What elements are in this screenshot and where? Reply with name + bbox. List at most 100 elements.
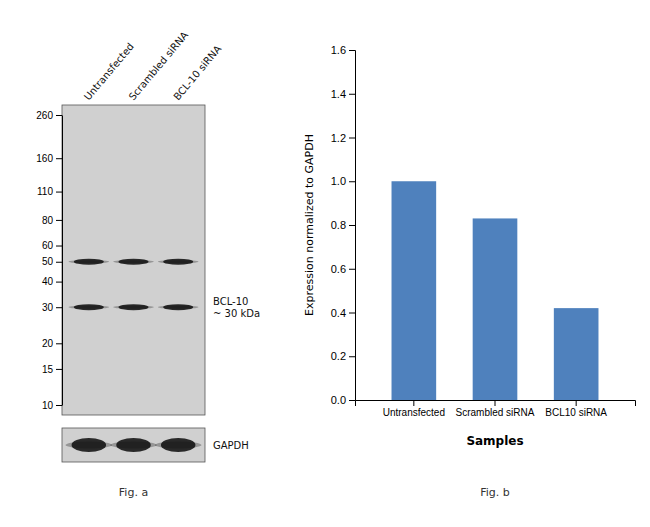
tick-label: 30 xyxy=(42,302,54,313)
annotation: GAPDH xyxy=(213,440,249,451)
tick-mark xyxy=(56,220,62,221)
tick-label: 110 xyxy=(37,186,53,197)
tick: 1.6 xyxy=(331,44,355,56)
tick-mark xyxy=(349,94,355,95)
column-label: BCL-10 siRNA xyxy=(171,43,223,102)
tick-mark xyxy=(495,400,496,406)
bars xyxy=(392,181,599,400)
tick: 0.4 xyxy=(331,307,355,319)
tick-label: BCL10 siRNA xyxy=(545,407,607,418)
tick-mark xyxy=(56,282,62,283)
text-line: BCL-10 xyxy=(213,296,248,307)
tick: 20 xyxy=(42,338,62,349)
tick-mark xyxy=(349,181,355,182)
figure: 260 160 110 80 60 50 40 30 20 15 10 Untransfected Sc… xyxy=(0,0,650,527)
bar xyxy=(392,181,437,400)
tick: Scrambled siRNA xyxy=(456,400,535,418)
band xyxy=(158,304,199,310)
tick: 1.0 xyxy=(331,175,355,187)
annotation: BCL-10~ 30 kDa xyxy=(213,296,260,319)
tick-mark xyxy=(56,115,62,116)
y-axis: 0.00.20.40.60.81.01.21.41.6 xyxy=(331,44,356,406)
band-core xyxy=(74,304,104,310)
bands xyxy=(66,259,202,452)
tick-mark xyxy=(413,400,414,406)
tick: 50 xyxy=(42,256,62,267)
tick: 160 xyxy=(36,153,62,164)
tick-mark xyxy=(56,262,62,263)
band xyxy=(69,259,110,265)
tick-label: 0.2 xyxy=(331,350,346,362)
tick-mark xyxy=(576,400,577,406)
tick-mark xyxy=(56,192,62,193)
x-axis: Untransfected Scrambled siRNA BCL10 siRNA xyxy=(356,400,636,418)
x-axis-title: Samples xyxy=(466,434,523,448)
tick-mark xyxy=(349,356,355,357)
tick-label: 260 xyxy=(36,110,53,121)
tick: BCL10 siRNA xyxy=(545,400,607,418)
tick: 0.6 xyxy=(331,263,355,275)
blot-panel: 2601601108060504030201510UntransfectedSc… xyxy=(36,29,260,499)
tick-mark xyxy=(349,400,355,401)
band-core xyxy=(119,259,149,265)
text-line: Fig. a xyxy=(119,486,148,499)
bar-panel: 0.00.20.40.60.81.01.21.41.6Untransfected… xyxy=(303,44,636,499)
tick: 0.8 xyxy=(331,219,355,231)
gapdh-strip xyxy=(62,428,205,462)
tick: 15 xyxy=(42,364,62,375)
tick-mark xyxy=(56,307,62,308)
tick-mark xyxy=(56,343,62,344)
band xyxy=(158,259,199,265)
tick-mark xyxy=(56,369,62,370)
band xyxy=(69,304,110,310)
tick: 0.2 xyxy=(331,350,355,362)
tick: 80 xyxy=(42,215,62,226)
gapdh-band xyxy=(161,438,196,452)
gapdh-band xyxy=(116,438,151,452)
band-core xyxy=(119,304,149,310)
y-axis-title: Expression normalized to GAPDH xyxy=(303,134,316,316)
bar xyxy=(554,308,599,400)
figure-label: Fig. a xyxy=(119,486,148,499)
tick: 110 xyxy=(37,186,62,197)
axis-line xyxy=(62,116,63,406)
tick-label: 40 xyxy=(42,276,54,287)
tick-label: 160 xyxy=(36,153,53,164)
tick: 60 xyxy=(42,240,62,251)
tick-label: 0.6 xyxy=(331,263,346,275)
tick: 40 xyxy=(42,276,62,287)
tick-mark xyxy=(349,138,355,139)
tick-label: Untransfected xyxy=(383,407,445,418)
band xyxy=(113,304,154,310)
tick: 1.2 xyxy=(331,132,355,144)
tick-label: 80 xyxy=(42,215,54,226)
tick-label: Scrambled siRNA xyxy=(456,407,535,418)
text-line: ~ 30 kDa xyxy=(213,308,260,319)
tick-label: 1.2 xyxy=(331,132,346,144)
tick-mark xyxy=(349,269,355,270)
tick-label: 60 xyxy=(42,240,54,251)
tick-mark xyxy=(349,313,355,314)
tick-label: 1.0 xyxy=(331,175,346,187)
band-core xyxy=(74,259,104,265)
tick-label: 0.8 xyxy=(331,219,346,231)
tick-label: 20 xyxy=(42,338,54,349)
text-line: GAPDH xyxy=(213,440,249,451)
text-line: Fig. b xyxy=(480,486,510,499)
tick-label: 10 xyxy=(42,400,54,411)
tick-label: 15 xyxy=(42,364,54,375)
tick-mark xyxy=(349,50,355,51)
gapdh-band xyxy=(72,438,107,452)
gel xyxy=(62,105,205,415)
tick: 10 xyxy=(42,400,62,411)
tick-mark xyxy=(349,225,355,226)
tick-mark xyxy=(56,246,62,247)
band xyxy=(113,259,154,265)
tick: Untransfected xyxy=(383,400,445,418)
band-core xyxy=(163,259,193,265)
tick-label: 1.6 xyxy=(331,44,346,56)
tick-label: 50 xyxy=(42,256,54,267)
tick-label: 0.4 xyxy=(331,307,346,319)
axis-line xyxy=(356,401,636,407)
tick: 260 xyxy=(36,110,62,121)
